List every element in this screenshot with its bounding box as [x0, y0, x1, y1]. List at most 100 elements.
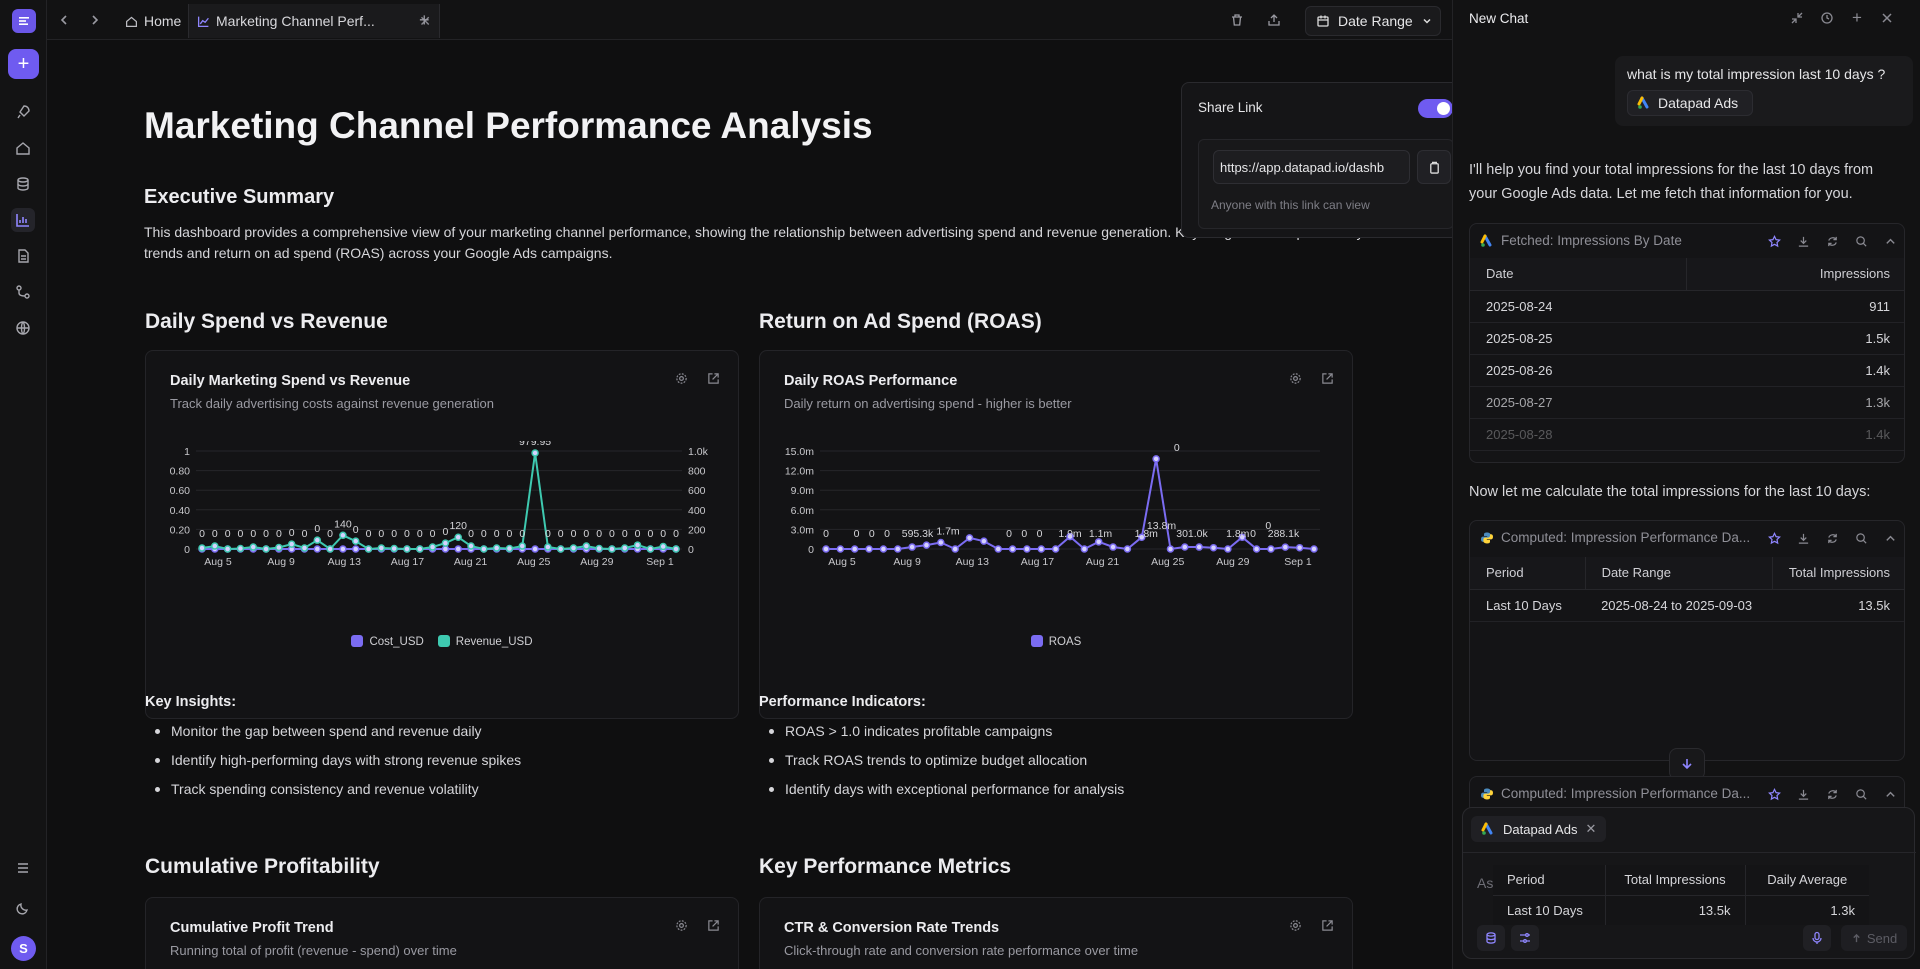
data-point — [937, 538, 945, 547]
settings-gear-icon[interactable] — [1286, 369, 1304, 387]
table-header-row: Period Date Range Total Impressions — [1470, 557, 1904, 590]
rocket-icon[interactable] — [11, 100, 35, 124]
share-link-toggle[interactable] — [1418, 99, 1452, 118]
search-icon[interactable] — [1853, 233, 1869, 249]
tool-title-text: Computed: Impression Performance Da... — [1501, 786, 1751, 801]
chart-title: Daily ROAS Performance — [784, 373, 958, 389]
forward-arrow-icon[interactable] — [88, 8, 102, 32]
star-icon[interactable] — [1766, 530, 1782, 546]
download-icon[interactable] — [1795, 233, 1811, 249]
data-point — [454, 533, 462, 541]
legend-item-cost[interactable]: Cost_USD — [351, 635, 424, 648]
open-external-icon[interactable] — [1318, 369, 1336, 387]
column-header[interactable]: Total Impressions — [1772, 557, 1904, 590]
table-cell: 2025-08-25 — [1470, 322, 1686, 355]
chevron-up-icon[interactable] — [1882, 530, 1898, 546]
refresh-icon[interactable] — [1824, 786, 1840, 802]
new-item-button[interactable]: + — [8, 49, 39, 79]
database-icon[interactable] — [11, 172, 35, 196]
data-label: 301.0k — [1176, 528, 1208, 540]
send-button[interactable]: Send — [1841, 925, 1907, 951]
history-icon[interactable] — [1819, 10, 1835, 26]
remove-context-icon[interactable]: ✕ — [1585, 821, 1597, 836]
open-external-icon[interactable] — [704, 369, 722, 387]
date-range-button[interactable]: Date Range — [1305, 6, 1441, 36]
user-avatar[interactable]: S — [11, 936, 36, 961]
key-insights-list: Monitor the gap between spend and revenu… — [145, 721, 521, 808]
search-icon[interactable] — [1853, 530, 1869, 546]
search-icon[interactable] — [1853, 786, 1869, 802]
refresh-icon[interactable] — [1824, 233, 1840, 249]
y-right-tick-label: 800 — [688, 466, 706, 478]
dark-mode-icon[interactable] — [11, 896, 35, 920]
section-cumulative-heading: Cumulative Profitability — [145, 855, 380, 878]
data-label: 1.9m — [1058, 528, 1082, 540]
app-logo-icon[interactable] — [12, 9, 36, 33]
data-point — [275, 543, 283, 552]
column-header[interactable]: Impressions — [1686, 258, 1904, 291]
menu-icon[interactable] — [11, 856, 35, 880]
download-icon[interactable] — [1795, 530, 1811, 546]
column-header[interactable]: Total Impressions — [1605, 865, 1746, 896]
data-label: 288.1k — [1268, 528, 1300, 540]
data-point — [236, 544, 245, 553]
legend-item-roas[interactable]: ROAS — [1030, 635, 1081, 648]
settings-gear-icon[interactable] — [672, 369, 690, 387]
document-icon[interactable] — [11, 244, 35, 268]
datasource-pill[interactable]: Datapad Ads — [1627, 90, 1753, 116]
close-icon[interactable] — [1879, 10, 1895, 26]
chat-input[interactable]: As Period Total Impressions Daily Averag… — [1463, 852, 1916, 960]
table-header-row: Period Total Impressions Daily Average — [1493, 865, 1869, 896]
dashboard-chart-icon[interactable] — [11, 208, 35, 232]
chart-subtitle: Running total of profit (revenue - spend… — [170, 943, 457, 958]
collapse-icon[interactable] — [1789, 10, 1805, 26]
data-point — [249, 543, 257, 551]
tab-home[interactable]: Home — [117, 4, 189, 38]
data-point — [428, 543, 437, 551]
tools-icon[interactable] — [1511, 925, 1539, 951]
data-label: 0 — [353, 524, 359, 536]
star-icon[interactable] — [1766, 233, 1782, 249]
workflow-icon[interactable] — [11, 280, 35, 304]
data-label: 120 — [449, 520, 467, 532]
column-header[interactable]: Period — [1493, 865, 1606, 896]
data-label: 0 — [1006, 528, 1012, 540]
context-chip[interactable]: Datapad Ads ✕ — [1471, 816, 1607, 842]
share-url-field[interactable]: https://app.datapad.io/dashb — [1213, 150, 1410, 184]
globe-icon[interactable] — [11, 316, 35, 340]
scroll-down-button[interactable] — [1669, 748, 1705, 780]
copy-icon[interactable] — [1417, 150, 1451, 184]
add-tab-icon[interactable]: + — [419, 9, 430, 30]
settings-gear-icon[interactable] — [672, 916, 690, 934]
back-arrow-icon[interactable] — [57, 8, 71, 32]
data-label: 0 — [302, 528, 308, 540]
tool-title: Fetched: Impressions By Date — [1480, 233, 1682, 248]
open-external-icon[interactable] — [1318, 916, 1336, 934]
star-icon[interactable] — [1766, 786, 1782, 802]
refresh-icon[interactable] — [1824, 530, 1840, 546]
share-icon[interactable] — [1267, 8, 1281, 32]
download-icon[interactable] — [1795, 786, 1811, 802]
open-external-icon[interactable] — [704, 916, 722, 934]
settings-gear-icon[interactable] — [1286, 916, 1304, 934]
column-header[interactable]: Daily Average — [1745, 865, 1869, 896]
column-header[interactable]: Date — [1470, 258, 1687, 291]
microphone-icon[interactable] — [1803, 925, 1831, 951]
data-point — [544, 543, 552, 551]
trash-icon[interactable] — [1230, 8, 1244, 32]
tab-marketing-dashboard[interactable]: Marketing Channel Perf... ✕ — [188, 4, 440, 38]
y-tick-label: 3.0m — [791, 524, 815, 536]
home-icon[interactable] — [11, 136, 35, 160]
data-point — [1109, 543, 1117, 551]
column-header[interactable]: Date Range — [1585, 557, 1773, 590]
legend-item-revenue[interactable]: Revenue_USD — [437, 635, 533, 648]
database-select-icon[interactable] — [1477, 925, 1505, 951]
computed-table: Period Date Range Total Impressions Last… — [1470, 557, 1904, 622]
chevron-up-icon[interactable] — [1882, 233, 1898, 249]
new-chat-icon[interactable]: + — [1852, 8, 1862, 27]
column-header[interactable]: Period — [1470, 557, 1586, 590]
y-tick-label: 0 — [808, 544, 814, 556]
chevron-up-icon[interactable] — [1882, 786, 1898, 802]
home-icon — [126, 16, 137, 27]
close-tab-icon[interactable]: ✕ — [419, 12, 431, 29]
